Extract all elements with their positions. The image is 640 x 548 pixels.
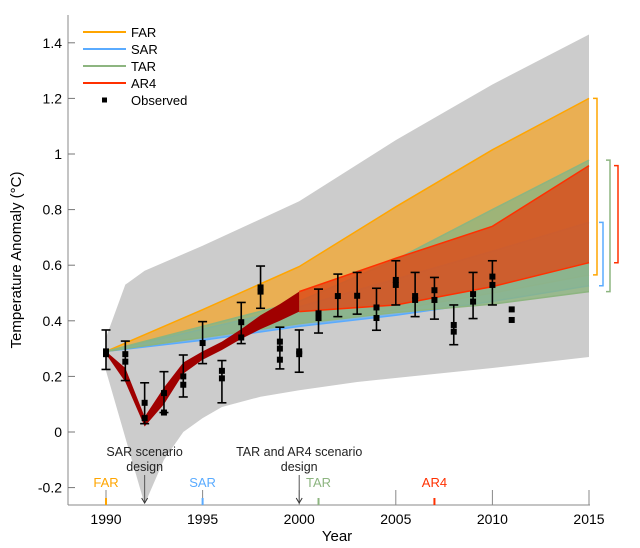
annotation-text: TAR and AR4 scenario	[236, 445, 362, 459]
observed-point	[315, 310, 322, 317]
observed-point	[160, 390, 167, 397]
observed-point	[373, 304, 380, 311]
ar4-report-label: AR4	[422, 475, 447, 490]
observed-point	[489, 281, 496, 288]
far-upper-line	[105, 97, 590, 353]
observed-point	[354, 292, 361, 299]
observed-point	[180, 381, 187, 388]
legend: FAR SAR TAR AR4 Observed	[83, 25, 187, 108]
report-markers: FAR SAR TAR AR4	[93, 475, 447, 505]
x-tick-label: 2010	[477, 511, 508, 527]
observed-point	[373, 315, 380, 322]
ar4-range-bracket	[614, 164, 619, 264]
observed-point	[122, 351, 129, 358]
arrow-head-icon	[295, 497, 303, 504]
observed-point	[218, 367, 225, 374]
far-range-bracket	[593, 97, 598, 276]
x-tick-label: 1995	[187, 511, 218, 527]
y-tick-label: 0.6	[43, 257, 63, 273]
observed-point	[470, 291, 477, 298]
sar-report-label: SAR	[189, 475, 216, 490]
ar4-lower-line	[299, 261, 590, 313]
observed-point	[392, 276, 399, 283]
legend-label: FAR	[131, 25, 156, 40]
range-brackets	[593, 97, 619, 293]
observed-point	[392, 281, 399, 288]
observations	[101, 259, 515, 425]
annotation-text: design	[281, 460, 318, 474]
tar-band	[106, 160, 589, 352]
tar-report-label: TAR	[306, 475, 331, 490]
legend-label: AR4	[131, 76, 156, 91]
y-tick-label: 1	[54, 146, 62, 162]
y-tick-label: 1.4	[43, 35, 63, 51]
observed-point	[489, 273, 496, 280]
legend-label: TAR	[131, 59, 156, 74]
observed-point	[412, 293, 419, 300]
legend-label: Observed	[131, 93, 187, 108]
observed-point	[450, 321, 457, 328]
y-tick-label: 1.2	[43, 90, 63, 106]
x-tick-label: 2005	[380, 511, 411, 527]
x-tick-label: 2000	[284, 511, 315, 527]
y-tick-label: 0	[54, 424, 62, 440]
observed-point	[431, 296, 438, 303]
tar-lower-line	[105, 290, 590, 353]
observed-point	[315, 315, 322, 322]
observed-point	[431, 287, 438, 294]
annotation-text: design	[126, 460, 163, 474]
arrow-head-icon	[141, 497, 149, 504]
x-tick-label: 1990	[90, 511, 121, 527]
observed-point	[180, 373, 187, 380]
observed-point	[199, 340, 206, 347]
y-tick-label: 0.8	[43, 202, 63, 218]
observed-point	[276, 338, 283, 345]
observed-point	[257, 288, 264, 295]
observed-point	[470, 298, 477, 305]
legend-label: SAR	[131, 42, 158, 57]
y-tick-label: 0.2	[43, 368, 63, 384]
observed-point	[141, 399, 148, 406]
y-axis-label: Temperature Anomaly (°C)	[8, 172, 25, 349]
observed-legend-marker	[102, 97, 107, 103]
far-report-label: FAR	[93, 475, 118, 490]
observed-point	[122, 358, 129, 365]
axes: -0.2 0 0.2 0.4 0.6 0.8 1 1.2 1.4 1990 1995 2000 2005…	[38, 15, 605, 527]
observed-point	[218, 375, 225, 382]
x-tick-label: 2015	[573, 511, 604, 527]
ar4-upper-line	[298, 165, 590, 293]
observed-point	[334, 293, 341, 300]
observed-point	[141, 415, 148, 422]
observed-point	[508, 306, 515, 313]
tar-range-bracket	[606, 159, 611, 293]
ar4-band	[299, 165, 589, 312]
observed-point	[412, 296, 419, 303]
observed-point	[450, 328, 457, 335]
y-tick-label: 0.4	[43, 313, 63, 329]
observed-point	[160, 409, 167, 416]
observed-point	[296, 351, 303, 358]
sar-range-bracket	[599, 221, 604, 287]
observed-point	[508, 316, 515, 323]
observed-point	[238, 319, 245, 326]
observed-point	[276, 356, 283, 363]
observed-point	[238, 334, 245, 341]
x-axis-label: Year	[322, 528, 352, 545]
y-tick-label: -0.2	[38, 480, 62, 496]
observed-point	[257, 284, 264, 291]
observed-point	[276, 345, 283, 352]
observed-point	[103, 351, 109, 358]
annotation-text: SAR scenario	[106, 445, 182, 459]
